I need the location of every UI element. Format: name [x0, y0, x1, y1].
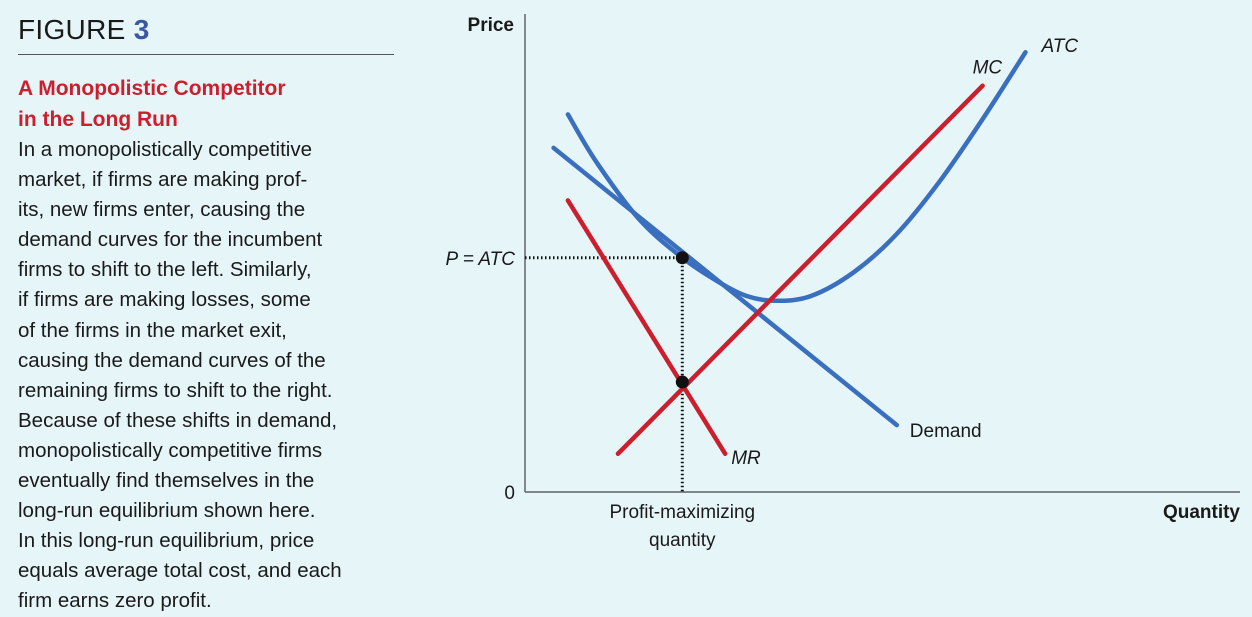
atc-curve	[565, 49, 1028, 304]
figure-number: 3	[133, 14, 150, 45]
mc-label: MC	[973, 58, 1003, 79]
figure-description-line: its, new firms enter, causing the	[18, 198, 306, 222]
y-tick-label: 0	[504, 483, 515, 504]
equilibrium-point	[675, 375, 689, 389]
figure-description-line: In this long-run equilibrium, price	[18, 529, 315, 553]
y-axis-label: Price	[468, 15, 514, 36]
figure-description-line: long-run equilibrium shown here.	[18, 499, 316, 523]
figure-title-line: A Monopolistic Competitor	[18, 77, 286, 100]
figure-description: In a monopolistically competitive market,…	[18, 135, 398, 617]
figure-caption: FIGURE 3 A Monopolistic Competitor in th…	[18, 10, 398, 617]
figure-description-line: In a monopolistically competitive	[18, 138, 312, 161]
x-tick-label: Profit-maximizing	[609, 502, 755, 523]
x-axis-label: Quantity	[1163, 502, 1240, 523]
figure-description-line: if firms are making losses, some	[18, 288, 311, 312]
figure-label-text: FIGURE	[18, 14, 126, 45]
figure-description-line: eventually find themselves in the	[18, 469, 315, 493]
figure-description-line: firms to shift to the left. Similarly,	[18, 258, 312, 282]
caption-divider	[18, 54, 394, 55]
figure-description-line: equals average total cost, and each	[18, 559, 342, 583]
figure-description-line: firm earns zero profit.	[18, 589, 212, 613]
mr-curve	[565, 198, 728, 457]
equilibrium-point	[675, 251, 689, 265]
x-tick-label: quantity	[649, 530, 716, 551]
atc-label: ATC	[1041, 36, 1079, 57]
figure-description-line: market, if firms are making prof-	[18, 168, 308, 192]
demand-label: Demand	[910, 421, 982, 442]
figure-description-line: demand curves for the incumbent	[18, 228, 323, 252]
figure-description-line: of the firms in the market exit,	[18, 318, 287, 342]
figure-label: FIGURE 3	[18, 10, 398, 50]
figure-description-line: Because of these shifts in demand,	[18, 408, 338, 432]
mr-label: MR	[731, 448, 761, 469]
figure-description-line: causing the demand curves of the	[18, 348, 326, 372]
figure-title-line: in the Long Run	[18, 108, 178, 131]
mc-curve	[615, 83, 985, 457]
figure-title: A Monopolistic Competitor in the Long Ru…	[18, 73, 398, 135]
y-tick-label: P = ATC	[445, 249, 515, 270]
figure-description-line: monopolistically competitive firms	[18, 438, 323, 462]
figure-description-line: remaining firms to shift to the right.	[18, 378, 333, 402]
